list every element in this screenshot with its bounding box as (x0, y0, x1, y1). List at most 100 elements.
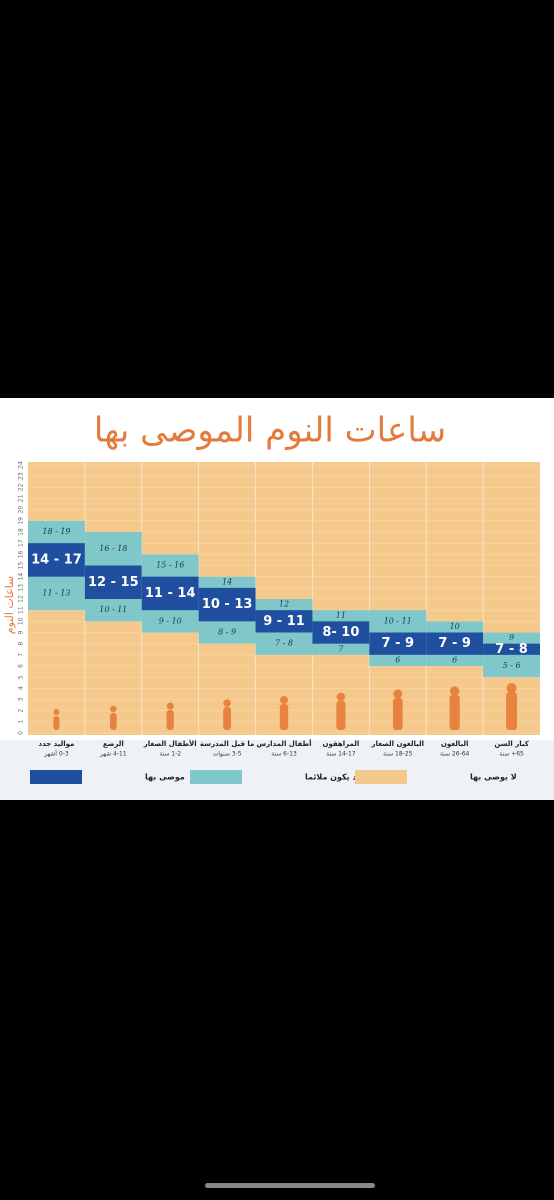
above-label: 11 (336, 611, 346, 620)
figure-head (393, 689, 403, 699)
y-tick-label: 3 (18, 697, 25, 701)
y-tick-label: 18 (18, 528, 25, 536)
y-tick-label: 4 (18, 686, 25, 690)
figure-body (110, 713, 117, 730)
y-tick-label: 0 (18, 731, 25, 735)
y-tick-label: 20 (18, 506, 25, 514)
y-tick-label: 10 (18, 617, 25, 625)
recommended-label: 7 - 9 (382, 636, 415, 651)
figure-body (279, 704, 289, 730)
below-label: 7 (338, 644, 344, 653)
above-label: 12 (279, 600, 289, 609)
category-label: ما قبل المدرسة (200, 740, 254, 748)
y-tick-label: 17 (18, 539, 25, 547)
figure-body (336, 701, 346, 730)
category-label: الرضع (103, 740, 124, 748)
y-tick-label: 8 (18, 642, 25, 646)
figure-body (506, 692, 517, 730)
category-label: كبار السن (494, 740, 529, 748)
y-tick-label: 22 (18, 483, 25, 491)
age-label: 6-13 سنة (271, 751, 297, 758)
y-tick-label: 11 (18, 606, 25, 614)
recommended-band (84, 565, 142, 599)
legend-swatch (30, 770, 82, 784)
y-axis-label: ساعات النوم (3, 576, 16, 635)
legend-swatch (355, 770, 407, 784)
figure-head (166, 702, 174, 710)
figure-body (53, 716, 60, 730)
y-tick-label: 24 (18, 461, 25, 469)
chart-title: ساعات النوم الموصى بها (94, 411, 446, 451)
recommended-label: 11 - 14 (145, 586, 196, 601)
age-label: 18-25 سنة (383, 751, 413, 758)
figure-head (223, 699, 231, 707)
y-tick-label: 13 (18, 584, 25, 592)
figure-head (336, 692, 346, 702)
age-label: 3-5 سنوات (213, 751, 242, 758)
recommended-band (28, 543, 85, 577)
above-label: 15 - 16 (156, 561, 184, 570)
legend-label: موصى بها (145, 773, 185, 782)
category-label: البالغون (441, 740, 468, 748)
below-label: 9 - 10 (159, 616, 182, 625)
recommended-label: 12 - 15 (88, 575, 139, 590)
category-label: أطفال المدارس (256, 739, 311, 748)
y-tick-label: 6 (18, 664, 25, 668)
y-tick-label: 14 (18, 573, 25, 581)
above-label: 16 - 18 (99, 544, 127, 553)
recommended-band (312, 621, 370, 644)
y-tick-label: 9 (18, 630, 25, 634)
recommended-band (255, 610, 313, 633)
legend-label: قد يكون ملائما (305, 773, 362, 782)
below-label: 6 (452, 655, 457, 664)
age-label: 14-17 سنة (326, 751, 356, 758)
recommended-label: 7 - 8 (495, 642, 528, 657)
recommended-band (483, 643, 540, 655)
figure-body (449, 695, 460, 730)
figure-head (53, 709, 60, 715)
category-label: مواليد جدد (39, 740, 75, 748)
figure-head (280, 696, 288, 704)
category-label: المراهقون (323, 740, 360, 748)
above-label: 18 - 19 (42, 527, 70, 536)
y-tick-label: 19 (18, 517, 25, 525)
legend-label: لا يوصى بها (470, 773, 517, 782)
y-tick-label: 12 (18, 595, 25, 603)
age-label: 1-2 سنة (159, 751, 181, 758)
below-label: 10 - 11 (99, 605, 127, 614)
figure-head (110, 705, 117, 713)
figure-head (506, 683, 517, 693)
below-label: 5 - 6 (503, 661, 521, 670)
recommended-label: 9 - 11 (263, 614, 305, 629)
y-tick-label: 5 (18, 675, 25, 679)
above-label: 9 (509, 633, 514, 642)
recommended-label: 14 - 17 (31, 552, 82, 567)
above-label: 10 (450, 622, 460, 631)
y-tick-label: 23 (18, 472, 25, 480)
y-tick-label: 16 (18, 550, 25, 558)
below-label: 8 - 9 (218, 628, 236, 637)
recommended-label: 7 - 9 (438, 636, 471, 651)
above-label: 10 - 11 (384, 616, 412, 625)
recommended-band (198, 587, 256, 622)
legend-swatch (190, 770, 242, 784)
recommended-band (426, 632, 484, 655)
age-label: 26-64 سنة (440, 751, 470, 758)
footer-bg (0, 740, 554, 800)
figure-head (449, 686, 460, 696)
figure-body (166, 710, 174, 730)
figure-body (392, 698, 403, 730)
below-label: 6 (395, 655, 400, 664)
y-tick-label: 1 (18, 720, 25, 724)
category-label: البالغون الصغار (371, 740, 424, 748)
age-label: 65+ سنة (499, 751, 524, 758)
age-label: 0-3 أشهر (43, 750, 69, 758)
y-tick-label: 15 (18, 562, 25, 570)
y-tick-label: 2 (18, 709, 25, 713)
y-tick-label: 7 (18, 653, 25, 657)
recommended-band (369, 632, 427, 655)
age-label: 4-11 شهر (99, 751, 127, 758)
recommended-label: 10 - 13 (202, 597, 253, 612)
